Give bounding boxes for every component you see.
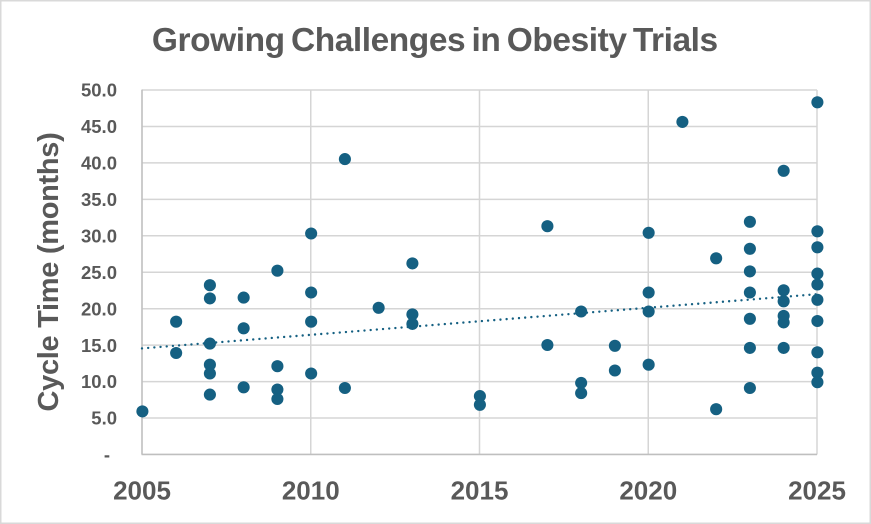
svg-text:2005: 2005 [113,476,171,506]
svg-text:2025: 2025 [788,476,846,506]
svg-text:Cycle Time (months): Cycle Time (months) [33,133,65,412]
svg-text:10.0: 10.0 [81,371,117,392]
svg-text:15.0: 15.0 [81,335,117,356]
svg-text:20.0: 20.0 [81,298,117,319]
svg-text:Growing Challenges in Obesity: Growing Challenges in Obesity Trials [152,22,718,59]
svg-text:2015: 2015 [451,476,509,506]
svg-text:50.0: 50.0 [81,80,117,101]
svg-text:25.0: 25.0 [81,262,117,283]
svg-text:30.0: 30.0 [81,225,117,246]
svg-text:35.0: 35.0 [81,189,117,210]
svg-text:45.0: 45.0 [81,116,117,137]
svg-text:-: - [104,444,110,465]
svg-text:40.0: 40.0 [81,153,117,174]
svg-text:5.0: 5.0 [91,408,117,429]
svg-text:2010: 2010 [282,476,340,506]
svg-text:2020: 2020 [619,476,677,506]
